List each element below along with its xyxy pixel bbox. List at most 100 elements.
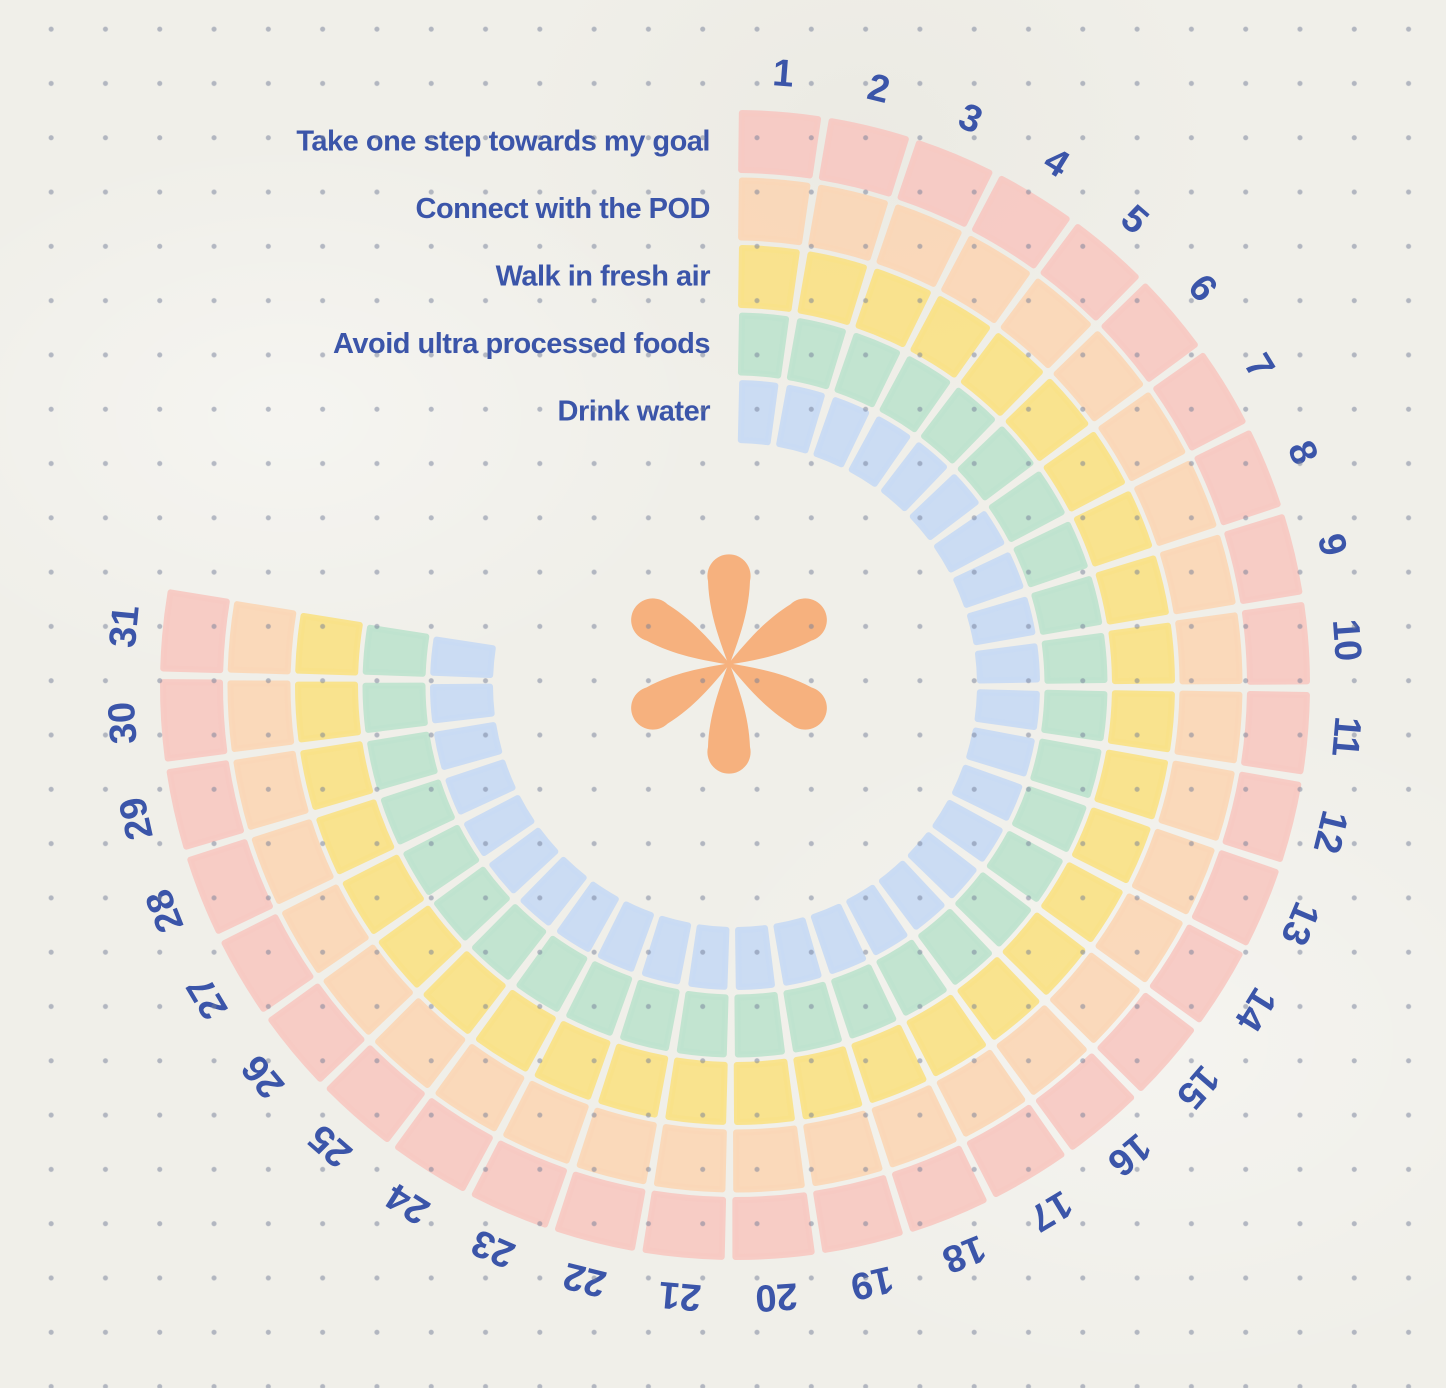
tracker-cell[interactable] — [732, 1192, 815, 1260]
tracker-cell[interactable] — [233, 750, 309, 830]
tracker-cell[interactable] — [1041, 633, 1108, 684]
tracker-cell[interactable] — [430, 636, 496, 679]
tracker-cell[interactable] — [367, 731, 438, 790]
day-number-label: 13 — [1272, 896, 1327, 951]
tracker-cell[interactable] — [733, 1058, 795, 1125]
tracker-cell[interactable] — [641, 915, 692, 985]
tracker-cell[interactable] — [1160, 534, 1236, 615]
tracker-cell[interactable] — [688, 924, 730, 990]
tracker-cell[interactable] — [1094, 749, 1168, 820]
day-number-label: 25 — [301, 1116, 360, 1175]
day-number-label: 20 — [754, 1274, 799, 1319]
day-number-label: 19 — [847, 1257, 898, 1307]
day-number-label: 9 — [1309, 530, 1355, 560]
tracker-cell[interactable] — [555, 1171, 646, 1251]
tracker-cell[interactable] — [1174, 690, 1243, 764]
tracker-cell[interactable] — [818, 118, 909, 197]
tracker-cell[interactable] — [871, 1085, 957, 1168]
day-number-label: 26 — [234, 1047, 293, 1106]
tracker-cell[interactable] — [735, 925, 775, 990]
tracker-cell[interactable] — [160, 679, 228, 762]
tracker-cell[interactable] — [1158, 760, 1235, 841]
tracker-cell[interactable] — [738, 245, 800, 312]
day-number-label: 11 — [1323, 715, 1368, 759]
tracker-cell[interactable] — [642, 1190, 727, 1260]
tracker-cell[interactable] — [362, 682, 428, 733]
tracker-cell[interactable] — [1108, 622, 1175, 685]
tracker-cell[interactable] — [974, 689, 1040, 730]
tracker-cell[interactable] — [803, 1110, 883, 1187]
tracker-cell[interactable] — [294, 681, 361, 743]
tracker-cell[interactable] — [1241, 691, 1310, 775]
day-number-label: 30 — [101, 701, 146, 746]
day-number-label: 5 — [1113, 197, 1156, 243]
tracker-cell[interactable] — [598, 1043, 669, 1118]
tracker-cell[interactable] — [974, 643, 1040, 684]
day-number-label: 8 — [1279, 435, 1326, 470]
tracker-cell[interactable] — [773, 917, 822, 986]
day-number-label: 31 — [102, 603, 148, 649]
tracker-cell[interactable] — [300, 741, 374, 810]
tracker-cell[interactable] — [430, 683, 495, 724]
tracker-cell[interactable] — [813, 1175, 903, 1253]
tracker-cell[interactable] — [534, 1021, 611, 1100]
tracker-cell[interactable] — [1041, 689, 1108, 742]
tracker-cell[interactable] — [1241, 602, 1310, 685]
tracker-cell[interactable] — [737, 312, 790, 379]
tracker-cell[interactable] — [316, 799, 395, 875]
tracker-cell[interactable] — [733, 1125, 805, 1193]
tracker-cell[interactable] — [434, 722, 503, 770]
tracker-cell[interactable] — [1031, 576, 1103, 635]
tracker-cell[interactable] — [776, 384, 825, 454]
day-number-label: 23 — [466, 1221, 521, 1276]
tracker-cell[interactable] — [738, 110, 822, 179]
tracker-cell[interactable] — [1134, 460, 1217, 546]
tracker-cell[interactable] — [793, 1046, 863, 1120]
tracker-cell[interactable] — [1175, 612, 1243, 685]
tracker-cell[interactable] — [783, 981, 842, 1053]
tracker-cell[interactable] — [786, 318, 846, 390]
tracker-cell[interactable] — [966, 727, 1035, 777]
day-number-label: 14 — [1226, 980, 1284, 1038]
day-number-label: 17 — [1021, 1182, 1079, 1240]
tracker-cell[interactable] — [737, 380, 779, 446]
habit-labels-layer: Take one step towards my goal Connect wi… — [296, 126, 710, 428]
tracker-cell[interactable] — [295, 612, 363, 676]
day-number-label: 21 — [657, 1273, 703, 1319]
tracker-cell[interactable] — [227, 601, 297, 675]
tracker-cell[interactable] — [576, 1107, 657, 1185]
tracker-cell[interactable] — [1095, 555, 1169, 625]
tracker-cell[interactable] — [166, 760, 244, 850]
tracker-cell[interactable] — [1107, 690, 1175, 753]
tracker-cell[interactable] — [1224, 514, 1303, 604]
tracker-cell[interactable] — [738, 177, 811, 246]
day-number-label: 16 — [1099, 1125, 1158, 1184]
tracker-cell[interactable] — [620, 979, 680, 1051]
day-number-label: 24 — [379, 1174, 437, 1232]
tracker-cell[interactable] — [251, 819, 334, 904]
tracker-cell[interactable] — [653, 1124, 727, 1193]
tracker-cell[interactable] — [1030, 738, 1102, 798]
tracker-cell[interactable] — [1073, 491, 1153, 567]
habit-label-take-one-step: Take one step towards my goal — [296, 126, 710, 158]
tracker-cell[interactable] — [160, 589, 230, 674]
tracker-cell[interactable] — [676, 991, 729, 1058]
tracker-cell[interactable] — [855, 268, 931, 347]
tracker-cell[interactable] — [808, 184, 888, 261]
tracker-cell[interactable] — [797, 251, 867, 325]
tracker-cell[interactable] — [967, 596, 1036, 646]
day-number-label: 4 — [1036, 140, 1076, 187]
day-number-label: 10 — [1324, 618, 1369, 663]
tracker-cell[interactable] — [1072, 807, 1151, 884]
tracker-cell[interactable] — [734, 991, 785, 1058]
day-number-label: 3 — [953, 96, 989, 143]
tracker-cell[interactable] — [1222, 771, 1302, 862]
tracker-cell[interactable] — [362, 624, 430, 677]
day-number-label: 1 — [771, 52, 795, 96]
tracker-cell[interactable] — [227, 680, 295, 752]
tracker-cell[interactable] — [876, 204, 962, 287]
day-number-label: 28 — [138, 883, 193, 938]
tracker-cell[interactable] — [851, 1024, 927, 1103]
tracker-cell[interactable] — [665, 1057, 728, 1125]
